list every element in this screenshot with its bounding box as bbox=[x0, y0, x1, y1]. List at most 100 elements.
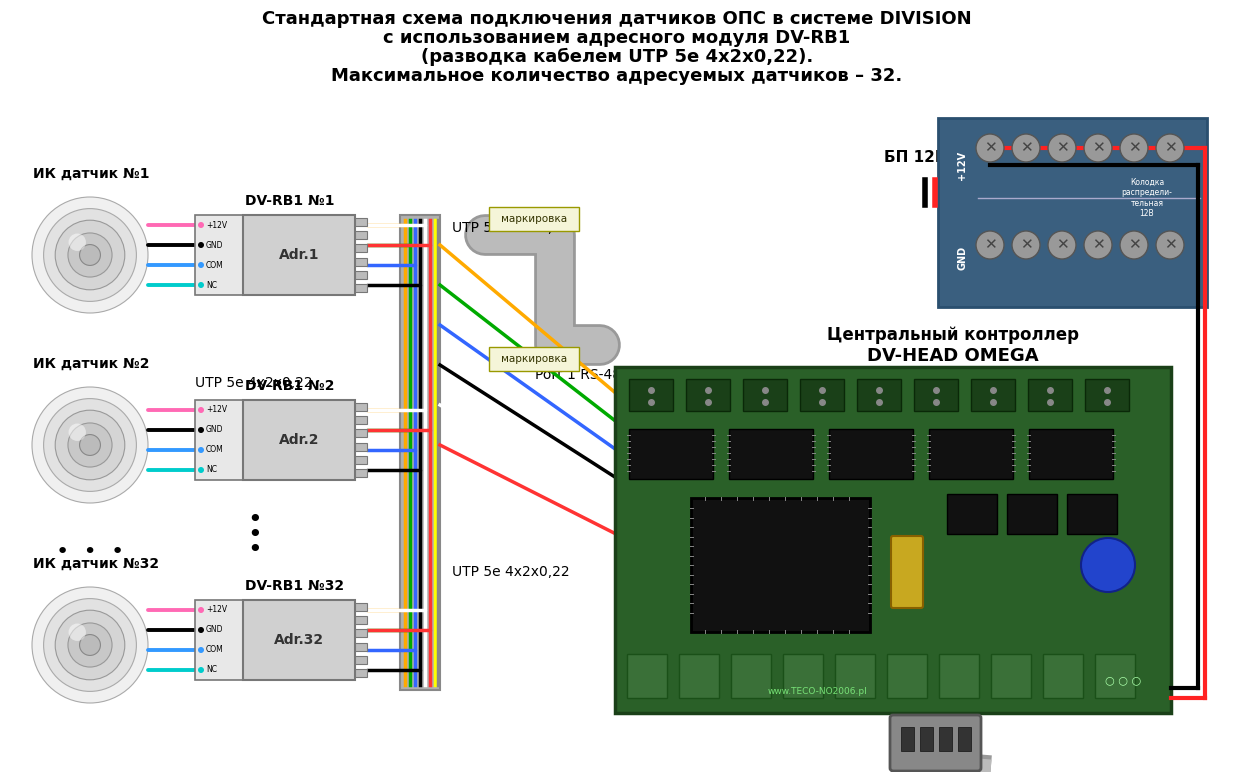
Text: DV-RB1 №32: DV-RB1 №32 bbox=[245, 579, 345, 593]
Circle shape bbox=[68, 624, 86, 641]
Text: Стандартная схема подключения датчиков ОПС в системе DIVISION: Стандартная схема подключения датчиков О… bbox=[262, 10, 972, 28]
Text: •: • bbox=[248, 523, 262, 547]
Circle shape bbox=[68, 424, 86, 441]
Text: GND: GND bbox=[206, 625, 224, 635]
Circle shape bbox=[1011, 134, 1040, 162]
Text: +12V: +12V bbox=[206, 405, 227, 415]
FancyBboxPatch shape bbox=[857, 379, 902, 411]
Text: ○ ○ ○: ○ ○ ○ bbox=[1105, 675, 1141, 685]
Text: COM: COM bbox=[206, 260, 224, 269]
Text: ✕: ✕ bbox=[983, 141, 997, 155]
Text: (разводка кабелем UTP 5е 4х2х0,22).: (разводка кабелем UTP 5е 4х2х0,22). bbox=[421, 48, 813, 66]
FancyBboxPatch shape bbox=[354, 429, 367, 437]
Text: UTP 5е 4х2х0,22: UTP 5е 4х2х0,22 bbox=[452, 565, 569, 579]
FancyBboxPatch shape bbox=[354, 218, 367, 225]
Text: ✕: ✕ bbox=[1163, 238, 1177, 252]
Circle shape bbox=[68, 423, 112, 467]
FancyBboxPatch shape bbox=[489, 347, 579, 371]
FancyBboxPatch shape bbox=[971, 379, 1015, 411]
FancyBboxPatch shape bbox=[354, 244, 367, 252]
FancyBboxPatch shape bbox=[890, 536, 923, 608]
Circle shape bbox=[43, 598, 136, 692]
Text: NC: NC bbox=[206, 466, 217, 475]
FancyBboxPatch shape bbox=[354, 416, 367, 424]
FancyBboxPatch shape bbox=[902, 727, 914, 751]
Text: +12V: +12V bbox=[206, 221, 227, 229]
Text: +12V: +12V bbox=[957, 151, 967, 180]
FancyBboxPatch shape bbox=[835, 654, 876, 698]
FancyBboxPatch shape bbox=[354, 603, 367, 611]
Circle shape bbox=[1049, 231, 1076, 259]
FancyBboxPatch shape bbox=[685, 379, 730, 411]
Text: Максимальное количество адресуемых датчиков – 32.: Максимальное количество адресуемых датчи… bbox=[331, 67, 903, 85]
FancyBboxPatch shape bbox=[354, 403, 367, 411]
Text: NC: NC bbox=[206, 280, 217, 290]
FancyBboxPatch shape bbox=[1086, 379, 1129, 411]
FancyBboxPatch shape bbox=[939, 118, 1207, 307]
FancyBboxPatch shape bbox=[947, 494, 997, 534]
Text: с использованием адресного модуля DV-RB1: с использованием адресного модуля DV-RB1 bbox=[383, 29, 851, 47]
Circle shape bbox=[198, 262, 204, 268]
FancyBboxPatch shape bbox=[1067, 494, 1116, 534]
Circle shape bbox=[198, 627, 204, 633]
Circle shape bbox=[198, 467, 204, 473]
FancyBboxPatch shape bbox=[783, 654, 823, 698]
Text: +12V: +12V bbox=[206, 605, 227, 615]
Circle shape bbox=[198, 427, 204, 433]
Text: GND: GND bbox=[957, 246, 967, 270]
Text: ✕: ✕ bbox=[1020, 141, 1032, 155]
Text: Adr.2: Adr.2 bbox=[279, 433, 320, 447]
Circle shape bbox=[1081, 538, 1135, 592]
Circle shape bbox=[68, 233, 112, 277]
Text: UTP 5е 4х2х0,22: UTP 5е 4х2х0,22 bbox=[452, 221, 569, 235]
Text: ✕: ✕ bbox=[1163, 141, 1177, 155]
FancyBboxPatch shape bbox=[354, 469, 367, 477]
Circle shape bbox=[198, 667, 204, 673]
FancyBboxPatch shape bbox=[887, 654, 927, 698]
Circle shape bbox=[976, 134, 1004, 162]
FancyBboxPatch shape bbox=[1044, 654, 1083, 698]
Circle shape bbox=[198, 222, 204, 228]
Circle shape bbox=[43, 208, 136, 301]
FancyBboxPatch shape bbox=[679, 654, 719, 698]
FancyBboxPatch shape bbox=[629, 379, 673, 411]
FancyBboxPatch shape bbox=[829, 429, 913, 479]
FancyBboxPatch shape bbox=[354, 231, 367, 239]
FancyBboxPatch shape bbox=[354, 258, 367, 266]
FancyBboxPatch shape bbox=[1007, 494, 1057, 534]
FancyBboxPatch shape bbox=[990, 654, 1031, 698]
Text: ✕: ✕ bbox=[1092, 238, 1104, 252]
FancyBboxPatch shape bbox=[195, 215, 243, 295]
Circle shape bbox=[68, 234, 86, 251]
Circle shape bbox=[198, 607, 204, 613]
FancyBboxPatch shape bbox=[890, 715, 981, 771]
FancyBboxPatch shape bbox=[354, 669, 367, 677]
Circle shape bbox=[79, 245, 100, 266]
FancyBboxPatch shape bbox=[354, 456, 367, 464]
Text: Port 1 RS-485: Port 1 RS-485 bbox=[535, 368, 630, 382]
Circle shape bbox=[68, 623, 112, 667]
Circle shape bbox=[32, 387, 148, 503]
Text: NC: NC bbox=[206, 665, 217, 675]
Text: ИК датчик №1: ИК датчик №1 bbox=[33, 167, 149, 181]
FancyBboxPatch shape bbox=[354, 629, 367, 638]
FancyBboxPatch shape bbox=[195, 400, 243, 480]
Circle shape bbox=[1011, 231, 1040, 259]
FancyBboxPatch shape bbox=[929, 429, 1013, 479]
FancyBboxPatch shape bbox=[629, 429, 713, 479]
FancyBboxPatch shape bbox=[615, 367, 1171, 713]
Text: GND: GND bbox=[206, 425, 224, 435]
Text: UTP 5е 4х2х0,22: UTP 5е 4х2х0,22 bbox=[195, 376, 312, 390]
Text: Колодка
распредели-
тельная
12В: Колодка распредели- тельная 12В bbox=[1121, 178, 1172, 218]
Circle shape bbox=[56, 220, 125, 290]
Circle shape bbox=[43, 398, 136, 492]
Circle shape bbox=[79, 435, 100, 455]
Text: маркировка: маркировка bbox=[501, 354, 567, 364]
FancyBboxPatch shape bbox=[1095, 654, 1135, 698]
FancyBboxPatch shape bbox=[243, 215, 354, 295]
Text: Adr.32: Adr.32 bbox=[274, 633, 324, 647]
FancyBboxPatch shape bbox=[1028, 379, 1072, 411]
Circle shape bbox=[79, 635, 100, 655]
Text: •: • bbox=[248, 538, 262, 562]
Text: ✕: ✕ bbox=[1056, 141, 1068, 155]
